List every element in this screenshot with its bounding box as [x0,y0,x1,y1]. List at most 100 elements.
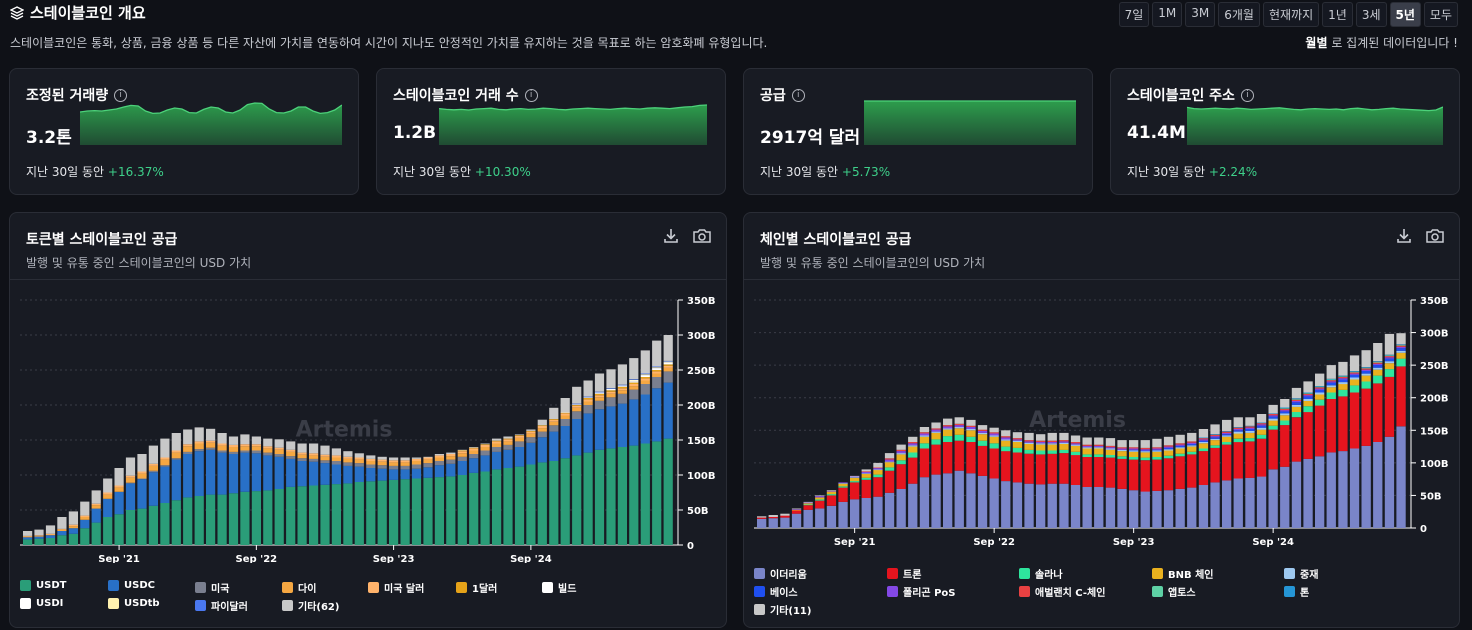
bar-segment[interactable] [815,496,825,498]
bar-segment[interactable] [861,473,871,478]
bar-segment[interactable] [160,503,170,545]
bar-segment[interactable] [780,517,790,528]
bar-segment[interactable] [537,431,547,438]
bar-segment[interactable] [954,423,964,426]
bar-segment[interactable] [1175,443,1185,445]
bar-segment[interactable] [1280,413,1290,416]
bar-segment[interactable] [640,373,650,375]
bar-segment[interactable] [1152,438,1162,448]
bar-segment[interactable] [943,426,953,429]
bar-segment[interactable] [1082,454,1092,457]
bar-segment[interactable] [1373,375,1383,384]
bar-segment[interactable] [1256,422,1267,424]
bar-segment[interactable] [966,473,976,528]
bar-segment[interactable] [125,510,136,545]
bar-segment[interactable] [263,446,273,449]
bar-segment[interactable] [1140,491,1150,529]
bar-segment[interactable] [629,379,639,380]
bar-segment[interactable] [1291,387,1302,399]
bar-segment[interactable] [377,459,387,462]
bar-segment[interactable] [1315,386,1325,387]
bar-segment[interactable] [434,477,444,545]
bar-segment[interactable] [1256,438,1267,477]
bar-segment[interactable] [850,481,860,483]
bar-segment[interactable] [34,538,44,545]
bar-segment[interactable] [640,443,650,546]
bar-segment[interactable] [838,482,848,484]
bar-segment[interactable] [1256,423,1267,425]
bar-segment[interactable] [194,443,204,450]
bar-segment[interactable] [1047,443,1057,445]
bar-segment[interactable] [1291,401,1302,403]
bar-segment[interactable] [583,405,593,414]
bar-segment[interactable] [1361,388,1371,446]
bar-segment[interactable] [1094,437,1104,445]
bar-segment[interactable] [320,454,330,457]
bar-segment[interactable] [1001,446,1011,452]
bar-segment[interactable] [908,483,918,528]
bar-segment[interactable] [537,419,547,426]
bar-segment[interactable] [1024,432,1034,441]
bar-segment[interactable] [919,435,930,437]
bar-segment[interactable] [343,451,353,457]
bar-segment[interactable] [171,452,181,459]
bar-segment[interactable] [1384,354,1395,356]
bar-segment[interactable] [1163,490,1174,528]
bar-segment[interactable] [1163,458,1174,491]
bar-segment[interactable] [572,386,582,404]
bar-segment[interactable] [514,441,525,447]
bar-segment[interactable] [68,528,78,534]
bar-segment[interactable] [1198,439,1209,441]
bar-segment[interactable] [80,501,90,516]
bar-segment[interactable] [1082,447,1092,449]
bar-segment[interactable] [1326,382,1336,386]
bar-segment[interactable] [160,466,170,503]
bar-segment[interactable] [652,367,662,369]
bar-segment[interactable] [838,486,848,488]
bar-segment[interactable] [1117,440,1127,448]
bar-segment[interactable] [171,450,181,453]
bar-segment[interactable] [1012,447,1023,453]
bar-segment[interactable] [572,419,582,456]
bar-segment[interactable] [1396,344,1406,346]
bar-segment[interactable] [1187,432,1197,442]
bar-segment[interactable] [537,437,547,463]
bar-segment[interactable] [251,453,261,492]
bar-segment[interactable] [594,400,605,410]
bar-segment[interactable] [1198,448,1209,452]
bar-segment[interactable] [1036,434,1046,441]
bar-segment[interactable] [1268,413,1278,414]
bar-segment[interactable] [1245,427,1255,429]
bar-segment[interactable] [366,464,376,469]
bar-segment[interactable] [757,516,767,518]
bar-segment[interactable] [217,445,227,451]
bar-segment[interactable] [217,433,227,444]
bar-segment[interactable] [617,388,627,391]
bar-segment[interactable] [34,529,44,536]
info-icon[interactable]: i [791,88,805,102]
bar-segment[interactable] [1268,420,1278,426]
bar-segment[interactable] [1047,450,1057,454]
bar-segment[interactable] [480,455,490,472]
bar-segment[interactable] [1036,484,1046,528]
bar-segment[interactable] [457,450,467,452]
bar-segment[interactable] [583,380,593,397]
info-icon[interactable]: i [114,88,128,102]
bar-segment[interactable] [1303,399,1313,401]
bar-segment[interactable] [297,454,307,459]
bar-segment[interactable] [873,474,883,478]
bar-segment[interactable] [206,428,216,441]
bar-segment[interactable] [606,388,616,389]
bar-segment[interactable] [1036,443,1046,445]
bar-segment[interactable] [228,447,239,452]
legend-item[interactable]: 기타(11) [754,602,811,617]
bar-segment[interactable] [1222,431,1232,433]
bar-segment[interactable] [1268,425,1278,430]
bar-segment[interactable] [274,489,284,545]
bar-segment[interactable] [1233,442,1243,479]
bar-segment[interactable] [652,340,662,367]
bar-segment[interactable] [537,428,547,432]
bar-segment[interactable] [768,518,778,528]
bar-segment[interactable] [861,471,871,472]
bar-segment[interactable] [1384,355,1395,357]
